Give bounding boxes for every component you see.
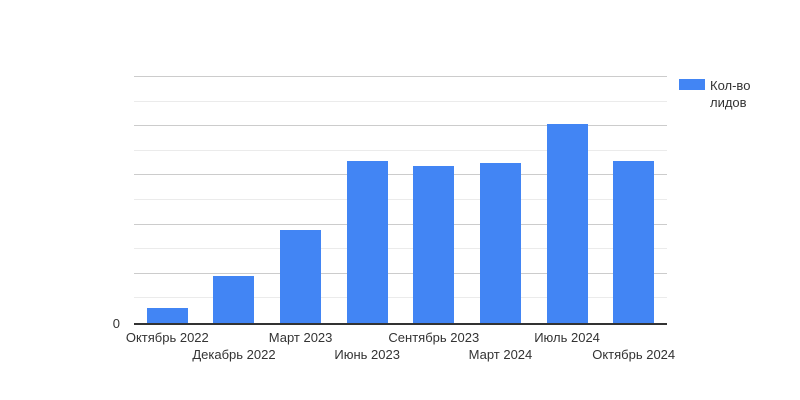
x-axis-label: Октябрь 2024 [592,347,676,362]
x-axis-label: Октябрь 2022 [125,330,209,345]
plot-area [134,76,667,325]
x-axis-label: Март 2024 [468,347,533,362]
minor-gridline [134,149,667,151]
minor-gridline [134,100,667,102]
bar-Март 2023[interactable] [280,229,322,323]
bar-Октябрь 2024[interactable] [613,160,655,323]
bar-Октябрь 2022[interactable] [146,308,188,323]
legend-swatch-icon [679,79,705,90]
major-gridline [134,76,667,77]
y-axis-zero-label: 0 [112,316,120,331]
x-axis-label: Июнь 2023 [334,347,400,362]
x-axis-labels: Октябрь 2022 Декабрь 2022 Март 2023 Июнь 20… [126,330,675,365]
major-gridline [134,223,667,225]
major-gridline [134,174,667,176]
minor-gridline [134,297,667,299]
bar-Март 2024[interactable] [479,163,521,323]
x-axis-label: Сентябрь 2023 [388,330,480,345]
minor-gridline [134,248,667,250]
bar-Июнь 2023[interactable] [346,160,388,323]
x-axis-label: Июль 2024 [534,330,600,345]
legend: Кол-во лидов [679,77,768,111]
x-axis-label: Март 2023 [268,330,333,345]
major-gridline [134,125,667,127]
bar-Сентябрь 2023[interactable] [413,165,455,323]
bar-Июль 2024[interactable] [546,123,588,323]
bar-Декабрь 2022[interactable] [213,276,255,323]
x-axis-label: Декабрь 2022 [192,347,276,362]
major-gridline [134,272,667,274]
minor-gridline [134,199,667,200]
legend-label: Кол-во лидов [710,78,751,110]
